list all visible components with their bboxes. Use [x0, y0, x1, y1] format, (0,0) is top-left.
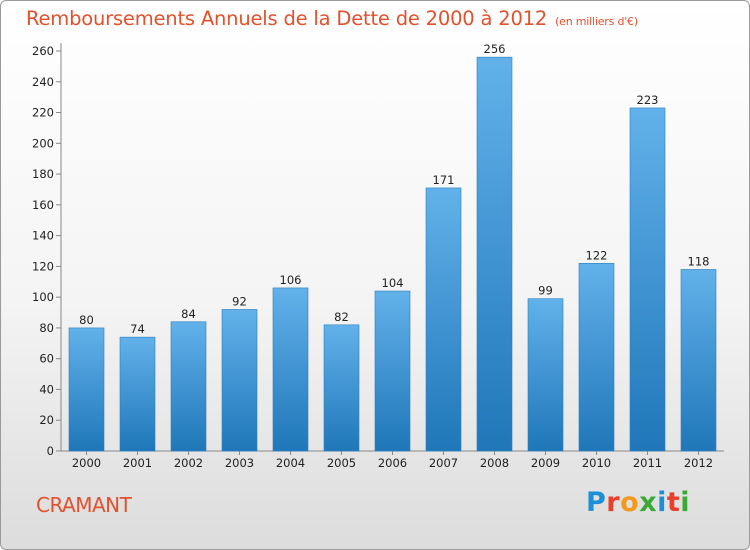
x-tick-label: 2010 — [582, 456, 611, 470]
y-tick-label: 80 — [39, 321, 54, 335]
bar — [527, 298, 564, 452]
x-tick-label: 2009 — [531, 456, 560, 470]
y-tick-label: 120 — [32, 259, 54, 273]
y-tick-label: 0 — [47, 444, 54, 458]
town-name: CRAMANT — [36, 493, 132, 517]
data-label: 106 — [280, 273, 302, 287]
x-tick-label: 2008 — [480, 456, 509, 470]
x-tick-label: 2004 — [276, 456, 305, 470]
bars — [68, 56, 717, 452]
x-tick-label: 2012 — [684, 456, 713, 470]
y-tick-label: 140 — [32, 229, 54, 243]
bar — [476, 56, 513, 452]
data-label: 80 — [79, 313, 94, 327]
y-tick-label: 100 — [32, 290, 54, 304]
brand-letter: x — [639, 487, 658, 518]
x-tick-label: 2001 — [123, 456, 152, 470]
brand-letter: o — [620, 487, 640, 518]
x-tick-label: 2006 — [378, 456, 407, 470]
data-label: 171 — [433, 173, 455, 187]
y-tick-label: 20 — [39, 413, 54, 427]
brand-letter: i — [657, 487, 667, 518]
y-tick-label: 260 — [32, 44, 54, 58]
bar — [221, 309, 258, 452]
data-label: 74 — [130, 322, 145, 336]
data-label: 223 — [637, 93, 659, 107]
data-label: 104 — [382, 276, 404, 290]
y-tick-label: 240 — [32, 75, 54, 89]
data-label: 122 — [586, 248, 608, 262]
x-tick-label: 2011 — [633, 456, 662, 470]
brand-letter: t — [666, 487, 681, 518]
bar — [272, 287, 309, 452]
data-label: 84 — [181, 307, 196, 321]
bar — [119, 336, 156, 452]
bar — [170, 321, 207, 452]
y-tick-label: 160 — [32, 198, 54, 212]
x-tick-label: 2007 — [429, 456, 458, 470]
data-label: 118 — [688, 254, 710, 268]
bar — [323, 324, 360, 452]
bar — [425, 187, 462, 452]
y-tick-label: 200 — [32, 136, 54, 150]
x-tick-label: 2002 — [174, 456, 203, 470]
brand-letter: r — [606, 487, 621, 518]
proxiti-logo: Proxiti — [586, 487, 690, 518]
data-label: 92 — [232, 294, 247, 308]
data-label: 99 — [538, 284, 553, 298]
brand-letter: i — [680, 487, 691, 518]
labels: 80 2000 74 2001 84 2002 92 2003 106 2004 82 2005 104… — [72, 42, 713, 470]
bar — [578, 263, 615, 452]
chart-title-text: Remboursements Annuels de la Dette de 20… — [26, 7, 548, 30]
y-tick-label: 60 — [39, 352, 54, 366]
bar — [68, 327, 105, 452]
y-tick-label: 220 — [32, 106, 54, 120]
x-tick-label: 2003 — [225, 456, 254, 470]
x-tick-label: 2000 — [72, 456, 101, 470]
brand-letter: P — [586, 487, 607, 518]
bar — [680, 269, 717, 452]
bar — [629, 107, 666, 452]
x-tick-label: 2005 — [327, 456, 356, 470]
y-tick-label: 40 — [39, 382, 54, 396]
data-label: 82 — [334, 310, 349, 324]
y-tick-label: 180 — [32, 167, 54, 181]
data-label: 256 — [484, 42, 506, 56]
chart-title: Remboursements Annuels de la Dette de 20… — [26, 7, 638, 30]
chart-unit: (en milliers d'€) — [555, 15, 638, 28]
bar — [374, 290, 411, 452]
